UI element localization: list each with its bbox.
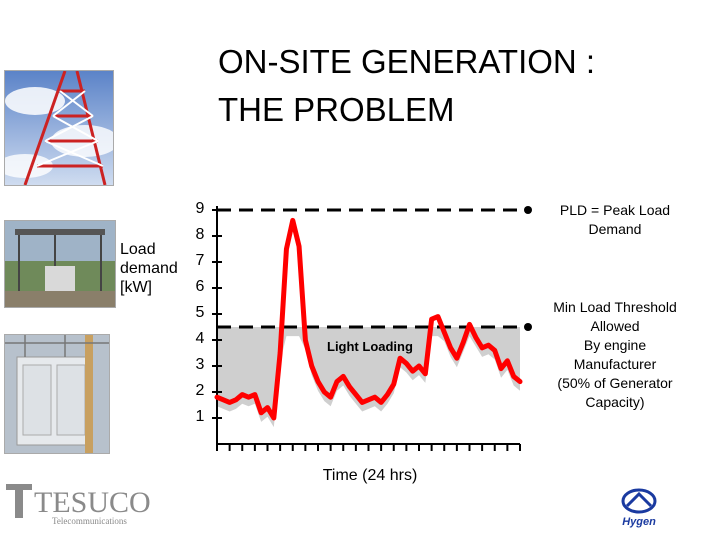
tower-image (5, 71, 113, 185)
pld-label: PLD = Peak Load Demand (559, 202, 671, 237)
tesuco-logo-mark: TESUCO Telecommunications (6, 484, 151, 526)
y-tick-label: 4 (195, 330, 205, 347)
hygen-logo: Hygen (612, 488, 666, 530)
tesuco-logo-subtext: Telecommunications (52, 516, 127, 526)
y-axis-label: Load demand [kW] (120, 241, 178, 296)
load-series-line (214, 217, 523, 421)
light-loading-area (217, 327, 520, 428)
tesuco-logo: TESUCO Telecommunications (4, 482, 174, 526)
y-tick-label: 5 (195, 304, 205, 321)
hygen-logo-mark: Hygen (621, 488, 657, 528)
y-tick-label: 6 (195, 278, 205, 295)
light-loading-label: Light Loading (327, 339, 413, 354)
threshold-line-endpoint (524, 323, 532, 331)
tesuco-logo-text: TESUCO (34, 486, 151, 519)
y-tick-label: 9 (195, 200, 205, 217)
hygen-logo-text: Hygen (622, 516, 656, 528)
y-tick-label: 1 (195, 408, 205, 425)
site-photo (4, 220, 116, 308)
y-tick-label: 8 (195, 226, 205, 243)
y-tick-label: 7 (195, 252, 205, 269)
page-title: ON-SITE GENERATION : THE PROBLEM (218, 43, 596, 128)
site-image (5, 221, 115, 307)
y-tick-label: 3 (195, 356, 205, 373)
tower-photo (4, 70, 114, 186)
pld-line-endpoint (524, 206, 532, 214)
threshold-label: Min Load Threshold Allowed By engine Man… (553, 299, 677, 410)
cabinet-image (5, 335, 109, 453)
y-tick-label: 2 (195, 382, 205, 399)
x-axis-label: Time (24 hrs) (322, 467, 418, 484)
cabinet-photo (4, 334, 110, 454)
